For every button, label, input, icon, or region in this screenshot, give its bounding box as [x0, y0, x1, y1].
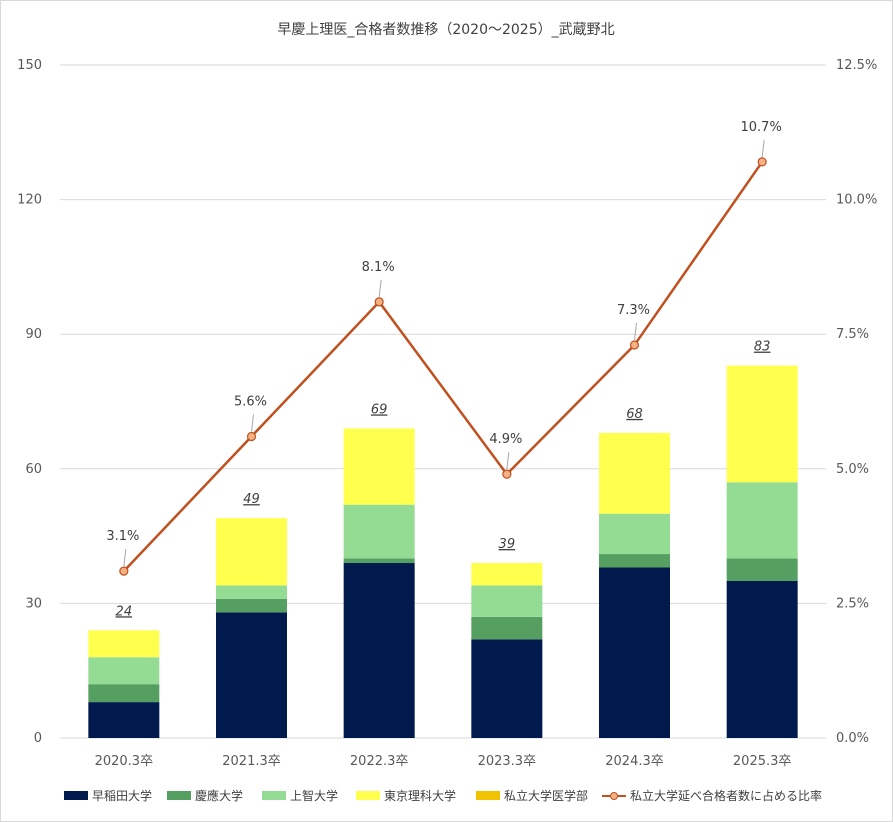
y-tick-label: 30 — [25, 596, 42, 611]
legend-label: 慶應大学 — [195, 788, 243, 803]
bar-segment — [216, 612, 287, 738]
line-point — [629, 340, 640, 350]
y-tick-label: 150 — [17, 58, 42, 73]
bar-segment — [471, 563, 543, 586]
bar-segment — [726, 365, 798, 483]
data-label-leader — [506, 452, 510, 470]
y-tick-label: 120 — [17, 193, 42, 208]
x-tick-label: 2024.3卒 — [605, 754, 664, 769]
bar-segment — [599, 554, 670, 568]
bar-segment — [88, 702, 160, 738]
bar-segment — [88, 684, 160, 703]
line-point — [502, 469, 512, 479]
bar-segment — [343, 558, 415, 564]
x-tick-label: 2022.3卒 — [350, 754, 409, 769]
bar-segment — [471, 639, 543, 738]
y2-tick-label: 0.0% — [836, 731, 869, 746]
y-tick-label: 60 — [25, 462, 42, 477]
bar-segment — [599, 513, 670, 555]
line-data-label: 10.7% — [741, 120, 782, 135]
bar-total-label: 24 — [116, 604, 133, 619]
bar-segment — [88, 657, 160, 685]
bar-segment — [599, 432, 670, 514]
bar-segment — [726, 482, 798, 559]
line-point — [119, 566, 129, 576]
y-tick-label: 0 — [34, 731, 42, 746]
bar-total-label: 69 — [371, 402, 388, 417]
line-data-label: 8.1% — [362, 260, 395, 275]
legend-swatch — [356, 791, 380, 800]
data-label-leader — [123, 549, 127, 567]
line-data-label: 4.9% — [489, 432, 522, 447]
legend-swatch — [64, 791, 88, 800]
legend-swatch — [167, 791, 191, 800]
bar-segment — [726, 580, 798, 738]
y2-tick-label: 7.5% — [836, 327, 869, 342]
bar-total-label: 83 — [754, 340, 771, 355]
x-tick-label: 2023.3卒 — [478, 754, 537, 769]
y2-tick-label: 10.0% — [836, 193, 877, 208]
chart-title: 早慶上理医_合格者数推移（2020～2025）_武蔵野北 — [277, 22, 614, 38]
legend-swatch — [262, 791, 286, 800]
bar-segment — [471, 616, 543, 640]
bar-segment — [216, 518, 287, 586]
x-tick-label: 2021.3卒 — [222, 754, 281, 769]
bar-total-label: 49 — [243, 492, 260, 507]
y2-tick-label: 12.5% — [836, 58, 877, 73]
bar-segment — [343, 428, 415, 505]
legend-line-marker — [610, 792, 618, 800]
x-tick-label: 2025.3卒 — [733, 754, 792, 769]
bar-segment — [726, 558, 798, 581]
data-label-leader — [634, 322, 637, 341]
y2-tick-label: 2.5% — [836, 596, 869, 611]
legend-label: 私立大学延べ合格者数に占める比率 — [630, 788, 822, 803]
bar-segment — [471, 585, 543, 617]
line-point — [246, 431, 257, 442]
line-data-label: 3.1% — [106, 529, 139, 544]
bar-segment — [216, 585, 287, 599]
legend-label: 早稲田大学 — [92, 788, 152, 803]
x-tick-label: 2020.3卒 — [95, 754, 154, 769]
ratio-line — [122, 161, 764, 572]
legend-swatch — [476, 791, 500, 800]
legend-label: 私立大学医学部 — [504, 788, 588, 803]
line-point — [374, 297, 384, 307]
data-label-leader — [378, 279, 382, 297]
legend-label: 東京理科大学 — [384, 788, 456, 803]
bar-segment — [343, 563, 415, 738]
y-tick-label: 90 — [25, 327, 42, 342]
data-label-leader — [761, 139, 765, 157]
line-data-label: 7.3% — [617, 303, 650, 318]
line-data-label: 5.6% — [234, 394, 267, 409]
y2-tick-label: 5.0% — [836, 462, 869, 477]
bar-segment — [343, 504, 415, 559]
bar-segment — [216, 598, 287, 613]
data-label-leader — [251, 414, 254, 432]
bar-segment — [88, 630, 160, 658]
bar-segment — [599, 567, 670, 738]
bar-total-label: 68 — [626, 407, 643, 422]
bar-total-label: 39 — [499, 537, 516, 552]
legend-label: 上智大学 — [290, 788, 338, 803]
line-point — [757, 157, 767, 167]
